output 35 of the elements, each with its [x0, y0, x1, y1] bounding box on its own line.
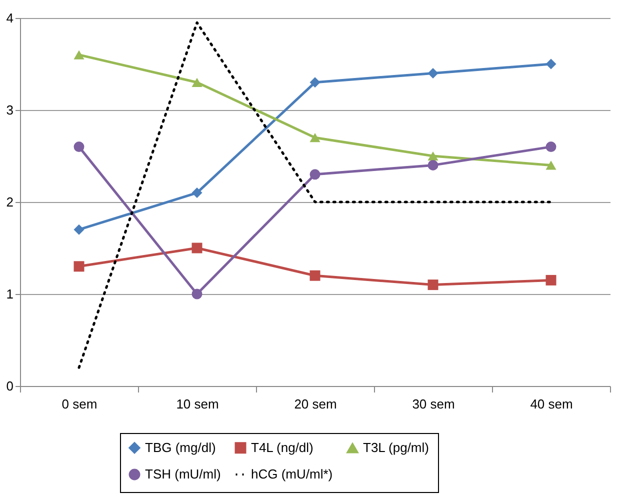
y-tick-label: 4 — [6, 10, 14, 26]
x-tick-label: 0 sem — [62, 396, 98, 412]
y-tick-label: 1 — [6, 286, 14, 302]
y-tick-label: 3 — [6, 102, 14, 118]
x-tick-label: 40 sem — [530, 396, 573, 412]
x-tick-label: 10 sem — [176, 396, 219, 412]
x-tick-label: 20 sem — [294, 396, 337, 412]
point — [310, 77, 320, 88]
point — [428, 68, 438, 78]
legend-label: TSH (mU/ml) — [145, 466, 221, 482]
point — [192, 188, 202, 198]
point — [74, 224, 84, 235]
point — [310, 270, 320, 281]
point — [428, 280, 438, 290]
legend-label: T4L (ng/dl) — [251, 440, 314, 455]
legend-label: hCG (mU/ml*) — [251, 466, 333, 482]
point — [428, 151, 438, 161]
legend-label: TBG (mg/dl) — [145, 440, 216, 455]
point — [192, 288, 202, 300]
y-tick-label: 0 — [6, 378, 14, 394]
point — [310, 169, 320, 180]
y-tick-label: 2 — [6, 194, 14, 210]
point — [74, 261, 84, 272]
point — [546, 58, 556, 70]
point — [74, 142, 84, 152]
point — [74, 50, 84, 60]
point — [546, 160, 556, 170]
legend-label: T3L (pg/ml) — [363, 440, 429, 456]
point — [428, 160, 438, 170]
point — [192, 242, 202, 254]
point — [192, 78, 202, 87]
point — [546, 274, 556, 286]
x-tick-label: 30 sem — [412, 396, 455, 412]
point — [546, 142, 556, 152]
point — [310, 133, 320, 142]
